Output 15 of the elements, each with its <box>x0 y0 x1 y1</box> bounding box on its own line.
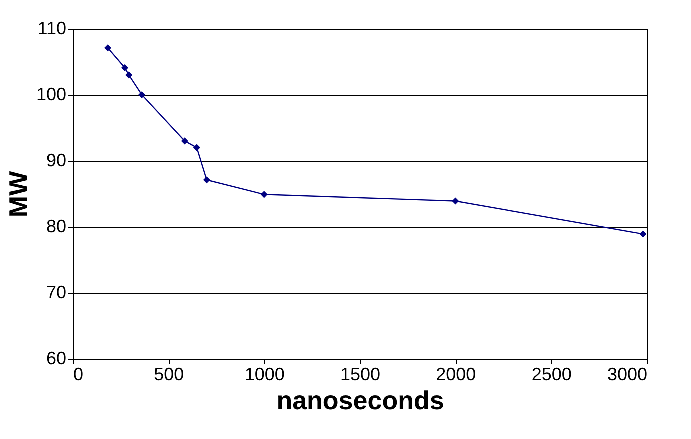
x-tick-label: 500 <box>154 364 184 384</box>
x-tick-label: 0 <box>74 364 84 384</box>
y-tick-label: 90 <box>46 150 66 170</box>
x-tick-label: 1000 <box>244 364 285 384</box>
y-tick-label: 70 <box>46 282 66 302</box>
x-tick-label: 1500 <box>340 364 381 384</box>
y-tick-label: 60 <box>46 348 66 368</box>
y-tick-label: 110 <box>38 18 66 38</box>
y-tick-label: 100 <box>36 84 66 104</box>
x-axis-title: nanoseconds <box>276 386 444 416</box>
y-axis-title: MW <box>3 170 34 218</box>
y-tick-label: 80 <box>46 216 66 236</box>
x-tick-label: 3000 <box>607 364 648 384</box>
x-tick-label: 2000 <box>436 364 476 384</box>
x-tick-label: 2500 <box>532 364 572 384</box>
